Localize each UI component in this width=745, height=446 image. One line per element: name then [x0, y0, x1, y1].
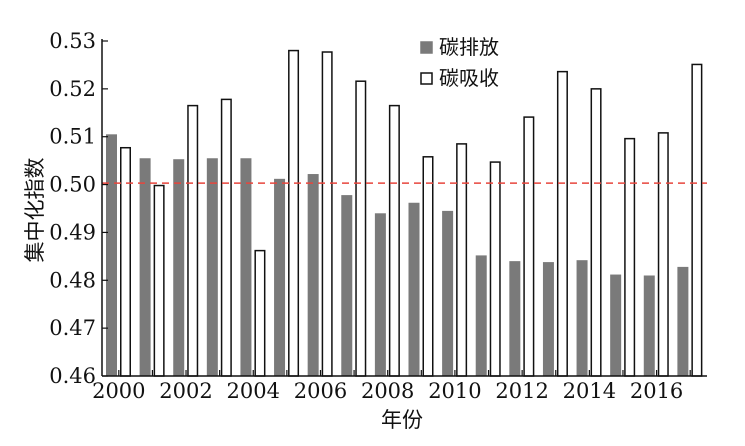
bar-absorption [624, 137, 636, 377]
y-tick-label: 0.53 [49, 29, 96, 53]
bar-absorption [120, 146, 131, 377]
bar-emission [509, 261, 521, 376]
bar-emission [106, 134, 117, 376]
x-axis-label: 年份 [381, 408, 423, 432]
legend-label-absorption: 碳吸收 [439, 66, 499, 90]
bar-absorption [187, 104, 199, 377]
bar-absorption [153, 184, 165, 377]
bar-absorption [456, 143, 468, 377]
bar-emission [677, 266, 689, 376]
bar-emission [475, 255, 487, 376]
bar-absorption [288, 49, 300, 377]
bar-absorption [355, 80, 367, 377]
bar-emission [408, 202, 420, 376]
y-tick-label: 0.49 [49, 220, 96, 244]
bar-emission [240, 158, 252, 376]
bar-absorption [422, 156, 434, 377]
bar-emission [610, 274, 622, 376]
bar-emission [576, 260, 588, 376]
x-tick-label: 2014 [563, 379, 616, 403]
bar-emission [341, 195, 353, 376]
bar-absorption [254, 249, 266, 377]
bar-emission [173, 159, 185, 376]
bar-emission [206, 158, 218, 376]
x-tick-label: 2004 [227, 379, 280, 403]
bar-emission [542, 262, 554, 376]
bar-absorption [590, 88, 602, 377]
x-tick-label: 2012 [495, 379, 548, 403]
bar-emission [442, 210, 454, 376]
x-tick-label: 2006 [294, 379, 347, 403]
x-tick-label: 2008 [361, 379, 414, 403]
bar-emission [307, 174, 319, 376]
bar-absorption [657, 132, 669, 377]
legend-swatch-emission [420, 41, 433, 54]
y-tick-label: 0.47 [49, 316, 96, 340]
legend-swatch-absorption [420, 72, 433, 85]
y-tick-label: 0.50 [49, 173, 96, 197]
legend-label-emission: 碳排放 [439, 35, 499, 59]
bar-absorption [321, 51, 333, 377]
bar-emission [374, 213, 386, 376]
bar-absorption [691, 63, 703, 377]
legend: 碳排放 碳吸收 [420, 35, 499, 90]
bar-absorption [489, 161, 501, 377]
y-tick-label: 0.51 [49, 125, 96, 149]
bar-emission [274, 178, 286, 376]
y-tick-label: 0.48 [49, 268, 96, 292]
bar-absorption [523, 116, 535, 377]
x-tick-label: 2016 [630, 379, 683, 403]
x-tick-label: 2010 [428, 379, 481, 403]
y-tick-label: 0.46 [49, 364, 96, 388]
x-tick-label: 2002 [159, 379, 212, 403]
x-tick-label: 2000 [92, 379, 145, 403]
bar-emission [643, 275, 655, 376]
plot-area: 0.46 0.47 0.48 0.49 0.50 0.51 0.52 0.53 2000 2002… [49, 29, 707, 403]
bar-absorption [220, 98, 232, 377]
bar-absorption [388, 104, 400, 377]
bar-emission [139, 158, 151, 376]
y-axis-label: 集中化指数 [23, 158, 47, 263]
y-tick-label: 0.52 [49, 77, 96, 101]
bar-absorption [556, 70, 568, 377]
